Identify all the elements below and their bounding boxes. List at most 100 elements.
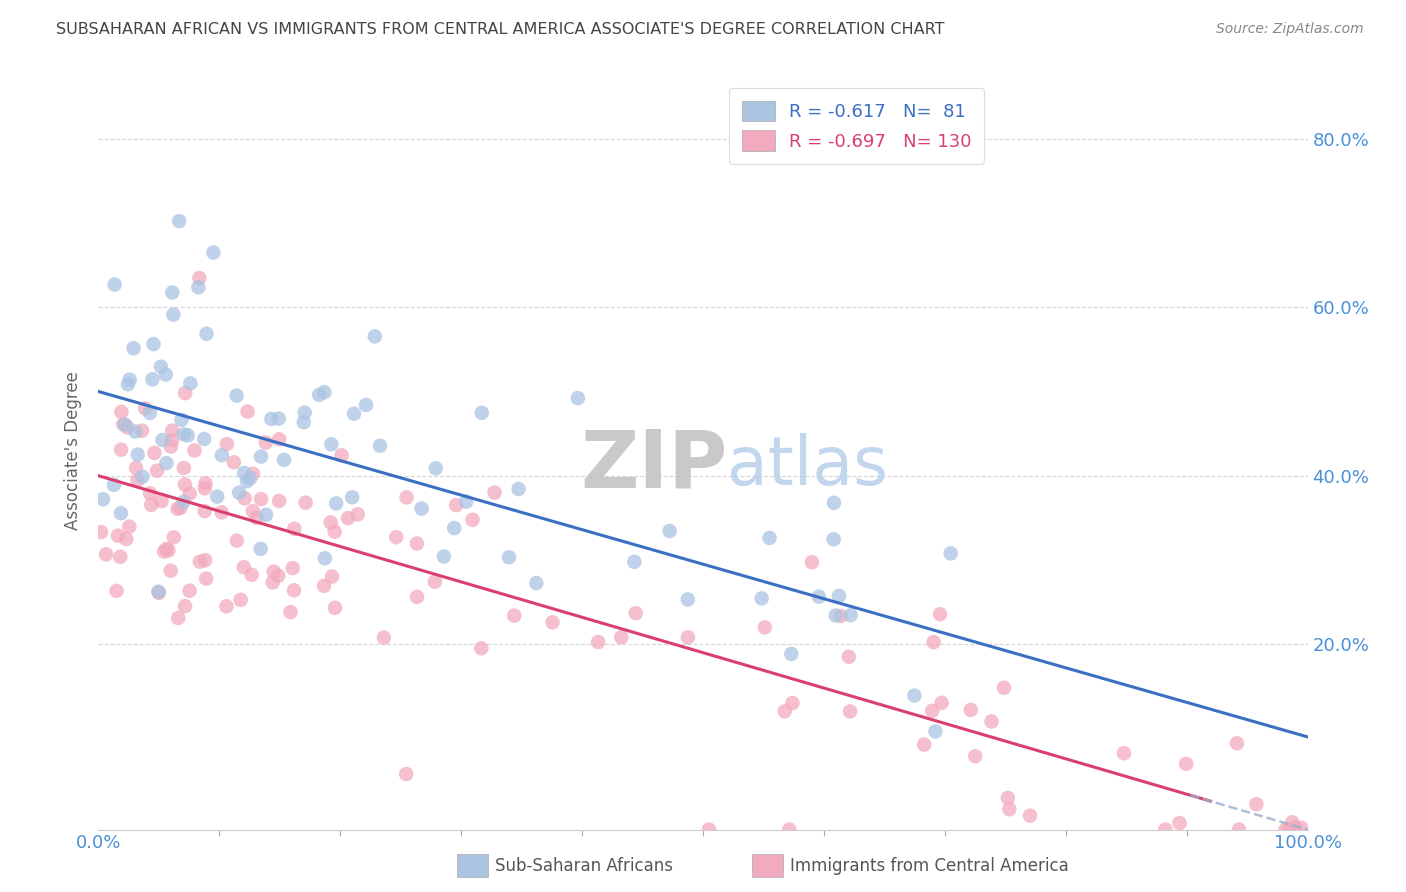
Point xyxy=(139,406,162,420)
Point xyxy=(624,606,647,620)
Point xyxy=(443,521,465,535)
Point xyxy=(921,704,943,718)
Point xyxy=(503,608,526,623)
Point xyxy=(839,705,862,719)
Point xyxy=(325,496,347,510)
Point xyxy=(141,372,163,386)
Point xyxy=(157,543,180,558)
Point xyxy=(167,214,190,228)
Point xyxy=(159,564,181,578)
Point xyxy=(800,555,823,569)
Point xyxy=(250,492,273,507)
Point xyxy=(152,433,174,447)
Point xyxy=(830,609,852,624)
Point xyxy=(1112,746,1135,760)
Point xyxy=(839,608,862,623)
Point xyxy=(1291,821,1313,835)
Point xyxy=(249,541,271,556)
Point xyxy=(1226,736,1249,750)
Point xyxy=(155,368,177,382)
Point xyxy=(444,498,467,512)
Point xyxy=(321,437,343,451)
Point xyxy=(195,326,218,341)
Point xyxy=(242,504,264,518)
Point xyxy=(127,448,149,462)
Point xyxy=(245,511,267,525)
Point xyxy=(780,647,803,661)
Point xyxy=(461,513,484,527)
Point xyxy=(273,452,295,467)
Point xyxy=(194,481,217,495)
Point xyxy=(959,703,981,717)
Point xyxy=(254,435,277,450)
Point xyxy=(1284,821,1306,835)
Point xyxy=(143,446,166,460)
Point xyxy=(751,591,773,606)
Point xyxy=(1281,815,1303,830)
Point xyxy=(294,496,316,510)
Point xyxy=(211,505,233,519)
Point xyxy=(187,280,209,294)
Point xyxy=(162,285,184,300)
Point xyxy=(131,424,153,438)
Point xyxy=(167,611,190,625)
Point xyxy=(337,511,360,525)
Point xyxy=(610,630,633,644)
Point xyxy=(239,471,262,485)
Point xyxy=(236,474,259,488)
Point xyxy=(215,599,238,614)
Point xyxy=(179,376,201,391)
Point xyxy=(541,615,564,630)
Point xyxy=(90,525,112,540)
Point xyxy=(524,576,547,591)
Point xyxy=(308,388,330,402)
Point xyxy=(179,486,201,500)
Point xyxy=(924,724,946,739)
Point xyxy=(124,425,146,439)
Point xyxy=(103,477,125,491)
Point xyxy=(354,398,377,412)
Point xyxy=(903,689,925,703)
Point xyxy=(177,428,200,442)
Point xyxy=(314,385,336,400)
Point xyxy=(280,605,302,619)
Point xyxy=(169,500,191,515)
Point xyxy=(323,600,346,615)
Point xyxy=(127,473,149,487)
Point xyxy=(160,433,183,447)
Point xyxy=(343,407,366,421)
Point xyxy=(183,443,205,458)
Point xyxy=(110,549,132,564)
Point xyxy=(395,767,418,781)
Point xyxy=(148,586,170,600)
Point xyxy=(194,553,217,567)
Point xyxy=(174,477,197,491)
Point xyxy=(225,388,247,402)
Text: SUBSAHARAN AFRICAN VS IMMIGRANTS FROM CENTRAL AMERICA ASSOCIATE'S DEGREE CORRELA: SUBSAHARAN AFRICAN VS IMMIGRANTS FROM CE… xyxy=(56,22,945,37)
Point xyxy=(233,466,256,480)
Point xyxy=(567,391,589,405)
Point xyxy=(222,455,245,469)
Point xyxy=(838,649,860,664)
Point xyxy=(188,271,211,285)
Point xyxy=(368,439,391,453)
Point xyxy=(267,411,290,425)
Point xyxy=(153,544,176,558)
Point xyxy=(993,681,1015,695)
Point xyxy=(163,530,186,544)
Point xyxy=(250,450,273,464)
Point xyxy=(173,427,195,442)
Point xyxy=(162,308,184,322)
Point xyxy=(385,530,408,544)
Point xyxy=(112,417,135,432)
Point xyxy=(162,424,184,438)
Point xyxy=(471,406,494,420)
Point xyxy=(139,486,162,500)
Point xyxy=(980,714,1002,729)
Legend: R = -0.617   N=  81, R = -0.697   N= 130: R = -0.617 N= 81, R = -0.697 N= 130 xyxy=(730,88,984,164)
Point xyxy=(174,599,197,613)
Point xyxy=(94,548,117,562)
Point xyxy=(323,524,346,539)
Point xyxy=(179,583,201,598)
Point xyxy=(373,631,395,645)
